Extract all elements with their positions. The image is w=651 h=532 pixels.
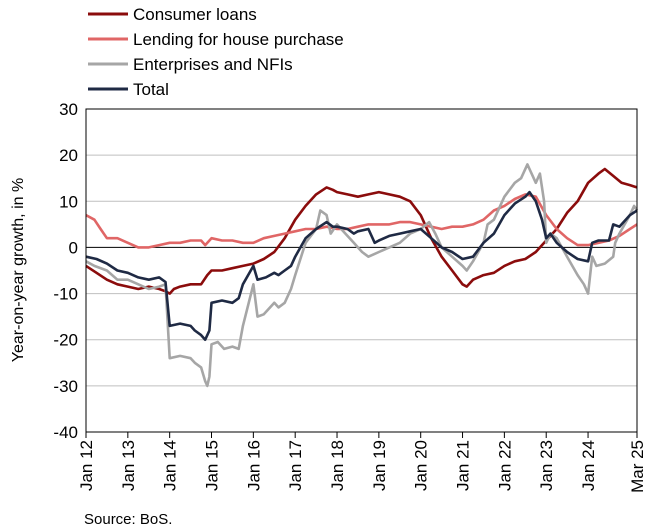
x-tick-label: Jan 19 [370,440,389,491]
source-note: Source: BoS. [84,511,172,528]
y-axis-ticks: 30 20 10 0 -10 -20 -30 -40 [53,100,78,442]
y-tick-label: -20 [53,331,78,350]
x-axis-ticks: Jan 12 Jan 13 Jan 14 Jan 15 Jan 16 Jan 17 Jan … [77,432,647,493]
y-tick-label: 30 [59,100,78,119]
series-line-enterprises-and-nfis [85,163,639,388]
legend-label-consumer-loans: Consumer loans [133,5,257,24]
series-lines [85,163,639,388]
x-tick-label: Jan 13 [119,440,138,491]
x-tick-label: Jan 24 [579,440,598,491]
plot-frame [85,108,638,433]
x-tick-label: Jan 16 [244,440,263,491]
x-tick-label: Jan 21 [454,440,473,491]
legend: Consumer loans Lending for house purchas… [88,5,344,99]
x-tick-label: Jan 17 [286,440,305,491]
legend-label-enterprises-and-nfis: Enterprises and NFIs [133,55,293,74]
series-line-total [85,190,638,342]
x-tick-label: Jan 12 [77,440,96,491]
x-tick-label: Jan 23 [537,440,556,491]
y-tick-label: 10 [59,192,78,211]
x-tick-label: Jan 14 [161,440,180,491]
y-tick-label: 0 [69,238,78,257]
x-tick-label: Jan 20 [412,440,431,491]
y-tick-label: -10 [53,285,78,304]
x-tick-label: Jan 22 [495,440,514,491]
x-tick-label: Jan 18 [328,440,347,491]
y-tick-label: -30 [53,377,78,396]
y-axis-label: Year-on-year growth, in % [10,178,27,362]
x-tick-label: Jan 15 [203,440,222,491]
legend-label-total: Total [133,80,169,99]
legend-label-lending-for-house-purchase: Lending for house purchase [133,30,344,49]
x-tick-label: Mar 25 [628,440,647,493]
grid [86,108,637,433]
y-tick-label: -40 [53,423,78,442]
y-tick-label: 20 [59,146,78,165]
